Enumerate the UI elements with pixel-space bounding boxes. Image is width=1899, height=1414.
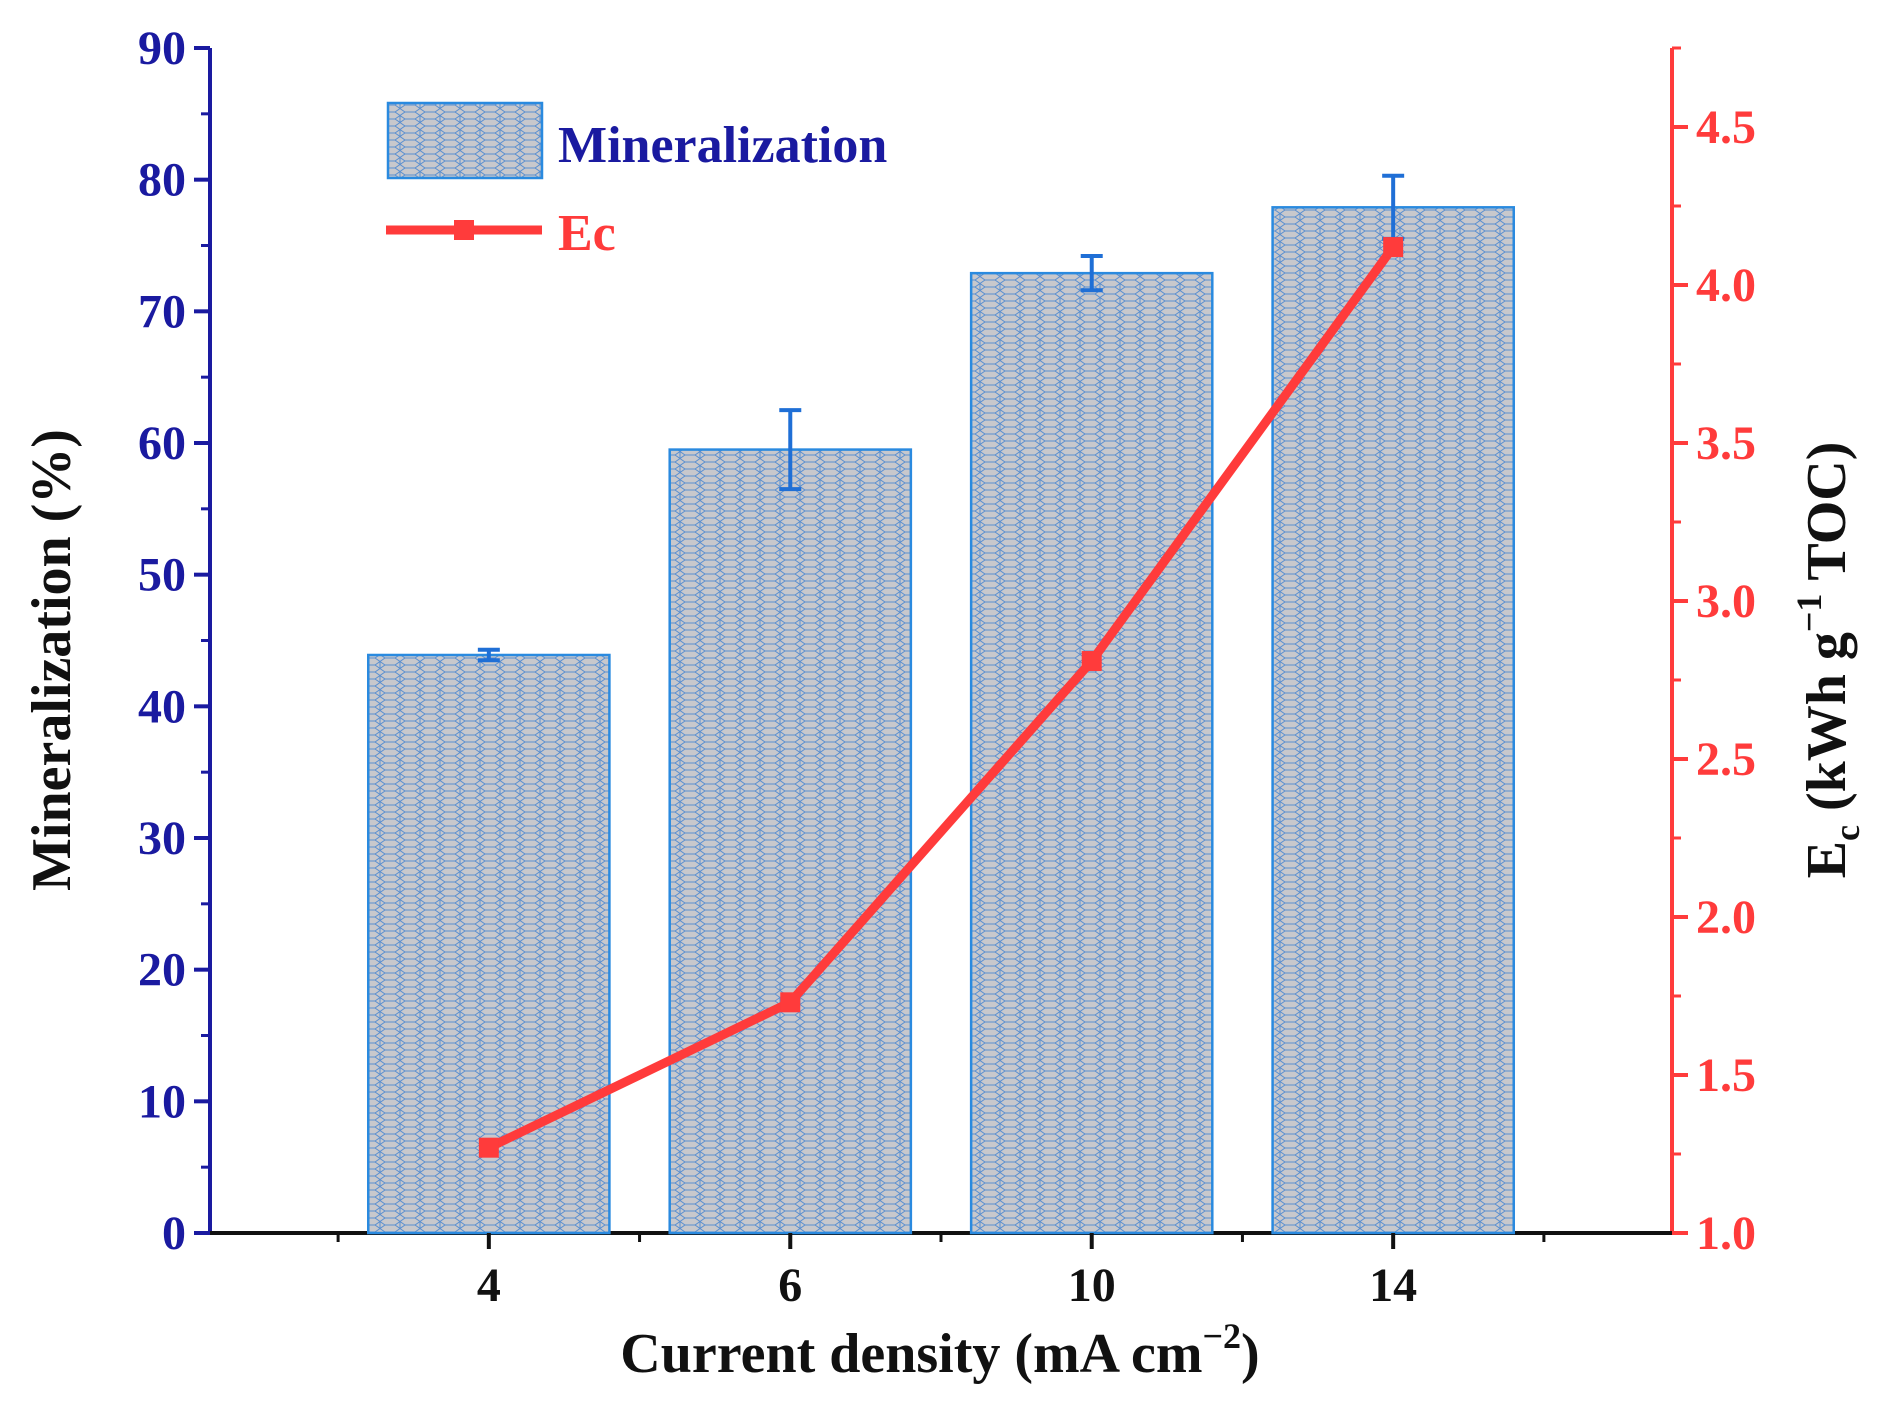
left-tick-label: 0 [162, 1207, 186, 1260]
bar-6 [668, 448, 913, 1235]
point-ec-6 [780, 992, 801, 1013]
left-tick-label: 90 [138, 22, 186, 75]
y-axis-label-left: Mineralization (%) [21, 429, 83, 891]
error-bar-4 [477, 647, 500, 663]
legend-swatch-mineralization [386, 101, 544, 180]
left-tick-label: 80 [138, 154, 186, 207]
x-tick-label: 4 [477, 1259, 501, 1312]
left-tick-label: 50 [138, 549, 186, 602]
right-tick-label: 2.5 [1696, 733, 1756, 786]
right-tick-label: 4.0 [1696, 259, 1756, 312]
x-axis-label-main: Current density (mA cm [620, 1323, 1202, 1385]
x-axis-label: Current density (mA cm−2) [620, 1316, 1259, 1385]
error-bar-10 [1080, 254, 1103, 293]
left-tick-label: 70 [138, 285, 186, 338]
x-axis-label-sup: −2 [1203, 1316, 1242, 1356]
right-tick-label: 3.0 [1696, 575, 1756, 628]
right-tick-label: 3.5 [1696, 417, 1756, 470]
point-ec-10 [1081, 651, 1102, 672]
error-bar-6 [779, 408, 802, 492]
y-axis-right-sup: −1 [1789, 594, 1829, 633]
y-axis-label-right: Ec (kWh g−1 TOC) [1789, 442, 1867, 879]
left-tick-label: 30 [138, 812, 186, 865]
x-tick-label: 6 [778, 1259, 802, 1312]
left-tick-label: 60 [138, 417, 186, 470]
legend-label-ec: Ec [558, 205, 616, 262]
point-ec-4 [478, 1137, 499, 1158]
y-axis-right-sub: c [1827, 825, 1867, 841]
point-ec-14 [1383, 237, 1404, 258]
bar-14 [1271, 206, 1515, 1235]
y-axis-right-rest: (kWh g [1796, 632, 1858, 825]
right-tick-label: 4.5 [1696, 101, 1756, 154]
x-tick-label: 14 [1369, 1259, 1417, 1312]
legend: Mineralization Ec [386, 101, 887, 262]
right-tick-label: 1.0 [1696, 1207, 1756, 1260]
x-axis-label-close: ) [1241, 1323, 1260, 1385]
y-axis-right-end: TOC) [1796, 442, 1858, 594]
left-tick-label: 10 [138, 1075, 186, 1128]
legend-marker-ec [454, 220, 474, 240]
series-line-ec [486, 244, 1397, 1152]
left-tick-label: 20 [138, 944, 186, 997]
x-tick-label: 10 [1068, 1259, 1116, 1312]
right-tick-label: 1.5 [1696, 1049, 1756, 1102]
bar-4 [367, 653, 611, 1235]
right-tick-label: 2.0 [1696, 891, 1756, 944]
legend-label-mineralization: Mineralization [558, 117, 887, 174]
y-axis-right-main: E [1796, 841, 1858, 878]
left-tick-label: 40 [138, 680, 186, 733]
